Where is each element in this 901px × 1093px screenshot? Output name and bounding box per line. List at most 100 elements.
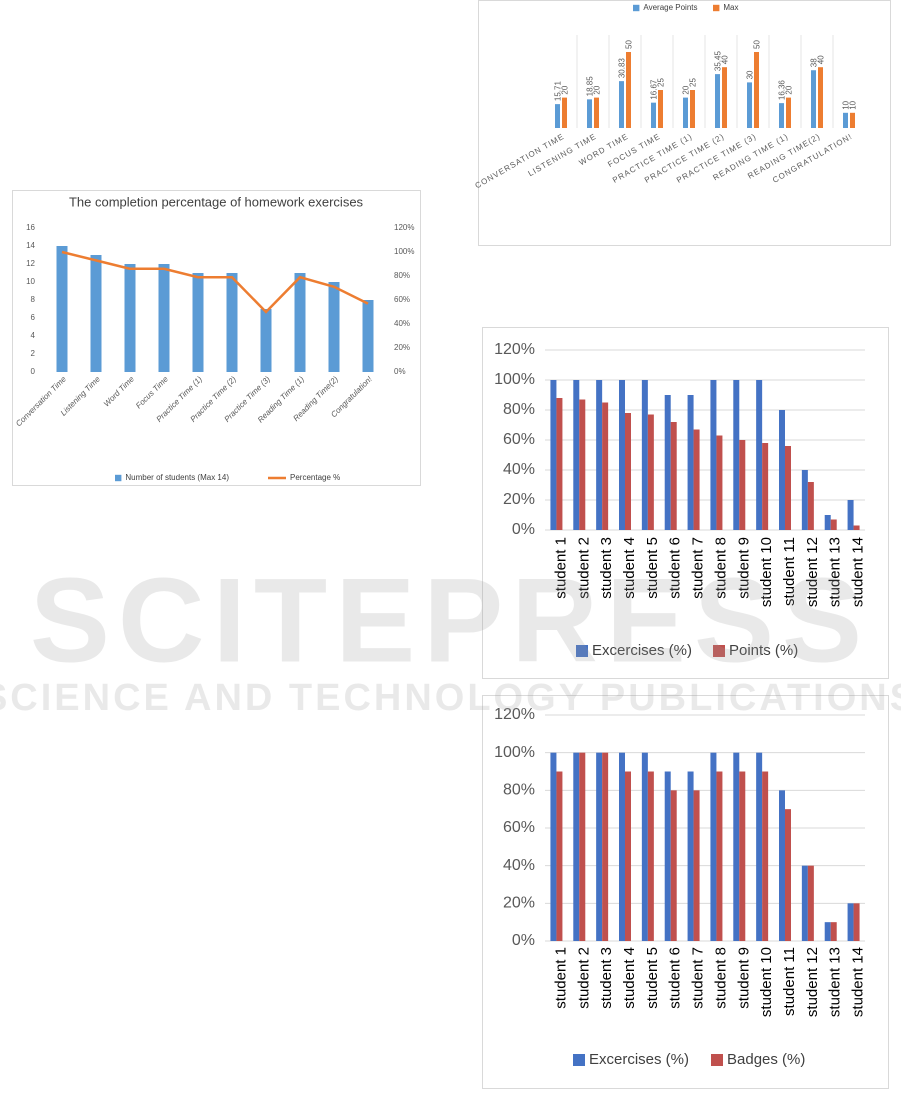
bar bbox=[651, 102, 656, 128]
x-tick-label: student 13 bbox=[827, 947, 844, 1017]
y-tick-label: 120% bbox=[494, 341, 535, 358]
x-tick-label: student 8 bbox=[712, 537, 729, 599]
line-series bbox=[61, 250, 369, 314]
bar bbox=[756, 380, 763, 530]
bar bbox=[807, 482, 814, 530]
legend-label: Max bbox=[723, 3, 738, 12]
y-tick-label: 40% bbox=[503, 857, 535, 874]
value-label: 30 bbox=[746, 70, 755, 79]
y-tick-label: 2 bbox=[31, 349, 36, 358]
chart-title: The completion percentage of homework ex… bbox=[69, 194, 364, 209]
bar bbox=[847, 500, 854, 530]
y-tick-label: 100% bbox=[494, 744, 535, 761]
bar bbox=[625, 771, 631, 941]
value-label: 20 bbox=[682, 85, 691, 94]
legend-swatch bbox=[713, 4, 720, 12]
legend-label: Average Points bbox=[643, 3, 697, 12]
y-tick-label: 60% bbox=[503, 431, 535, 448]
bar bbox=[625, 413, 631, 530]
bar bbox=[754, 52, 759, 128]
legend-swatch bbox=[115, 474, 122, 482]
x-tick-label: student 11 bbox=[781, 947, 798, 1016]
bar bbox=[192, 273, 204, 372]
x-tick-label: student 1 bbox=[552, 537, 569, 599]
bar bbox=[739, 771, 746, 941]
x-tick-label: student 7 bbox=[690, 537, 707, 599]
y2-tick-label: 40% bbox=[394, 319, 410, 328]
bar bbox=[716, 771, 723, 941]
bar bbox=[362, 300, 374, 372]
bar bbox=[818, 67, 823, 128]
bar bbox=[579, 399, 586, 530]
bar bbox=[550, 752, 557, 941]
bar bbox=[693, 790, 700, 941]
legend-label: Badges (%) bbox=[727, 1051, 805, 1068]
x-tick-label: student 14 bbox=[850, 947, 867, 1017]
bar bbox=[687, 395, 694, 530]
x-tick-label: student 1 bbox=[552, 947, 569, 1009]
bar bbox=[733, 380, 740, 530]
bar bbox=[847, 903, 854, 941]
bar bbox=[762, 771, 769, 941]
legend-swatch bbox=[633, 4, 640, 12]
value-label: 30.83 bbox=[618, 58, 627, 79]
bar bbox=[722, 67, 727, 128]
x-tick-label: student 8 bbox=[712, 947, 729, 1009]
bar bbox=[573, 752, 580, 941]
value-label: 40 bbox=[721, 55, 730, 64]
y-tick-label: 0% bbox=[512, 932, 535, 949]
bar bbox=[579, 752, 586, 941]
bar bbox=[294, 273, 306, 372]
bar bbox=[90, 255, 102, 372]
bar bbox=[587, 99, 592, 128]
value-label: 25 bbox=[689, 78, 698, 87]
chart-frame bbox=[482, 695, 889, 1089]
bar bbox=[328, 282, 340, 372]
x-tick-label: student 9 bbox=[735, 537, 752, 599]
bar bbox=[683, 97, 688, 128]
bar bbox=[602, 752, 609, 941]
bar bbox=[562, 97, 567, 128]
bar bbox=[573, 380, 580, 530]
y-tick-label: 4 bbox=[31, 331, 36, 340]
y2-tick-label: 0% bbox=[394, 367, 406, 376]
y-tick-label: 60% bbox=[503, 819, 535, 836]
value-label: 15.71 bbox=[554, 81, 563, 102]
bar bbox=[619, 380, 625, 530]
bar bbox=[594, 97, 599, 128]
bar bbox=[619, 81, 624, 128]
y-tick-label: 100% bbox=[494, 371, 535, 388]
bar bbox=[226, 273, 238, 372]
bar bbox=[779, 790, 785, 941]
value-label: 20 bbox=[561, 85, 570, 94]
x-tick-label: student 2 bbox=[575, 537, 592, 599]
y-tick-label: 80% bbox=[503, 401, 535, 418]
bar bbox=[785, 809, 791, 941]
x-tick-label: student 5 bbox=[644, 947, 661, 1009]
x-tick-label: student 7 bbox=[690, 947, 707, 1009]
bar bbox=[830, 519, 837, 530]
y2-tick-label: 100% bbox=[394, 247, 414, 256]
x-tick-label: student 4 bbox=[621, 947, 638, 1009]
legend-swatch bbox=[573, 1054, 585, 1066]
bar bbox=[596, 380, 603, 530]
x-tick-label: student 11 bbox=[781, 537, 798, 606]
bar bbox=[824, 922, 831, 941]
legend-label: Percentage % bbox=[290, 473, 340, 482]
bar bbox=[602, 402, 609, 530]
bar bbox=[647, 771, 654, 941]
value-label: 18.85 bbox=[586, 76, 595, 97]
bar bbox=[801, 470, 808, 530]
legend-label: Points (%) bbox=[729, 642, 798, 659]
bar bbox=[716, 435, 723, 530]
bar bbox=[658, 90, 663, 128]
bar bbox=[690, 90, 695, 128]
x-tick-label: student 12 bbox=[804, 537, 821, 607]
bar bbox=[556, 398, 563, 530]
value-label: 16.67 bbox=[650, 79, 659, 100]
chart-frame bbox=[482, 327, 889, 679]
bar bbox=[710, 380, 717, 530]
y-tick-label: 20% bbox=[503, 895, 535, 912]
bar bbox=[850, 112, 855, 128]
